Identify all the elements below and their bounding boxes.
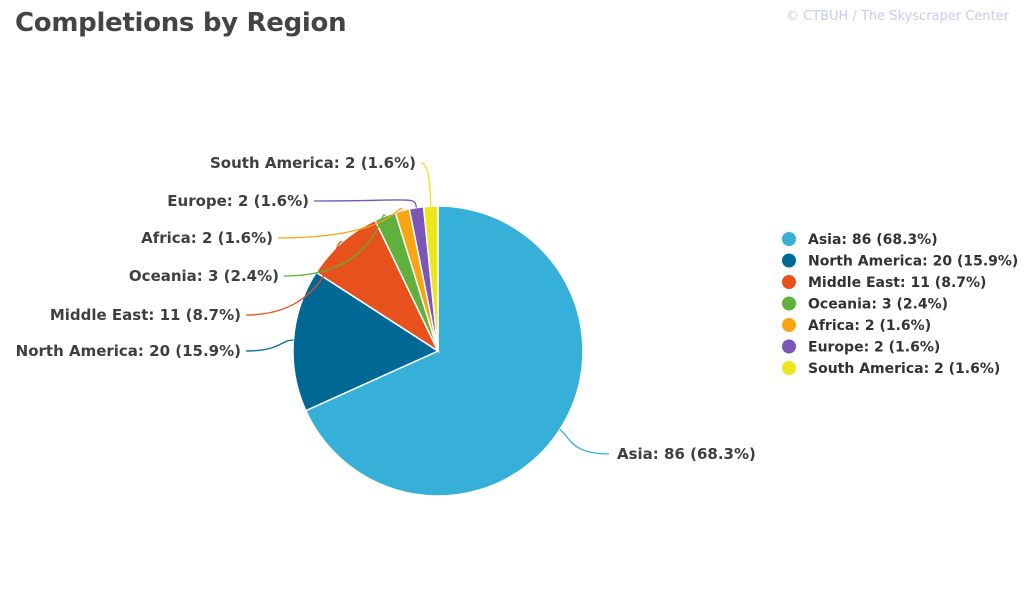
legend-item-asia[interactable]: Asia: 86 (68.3%): [808, 232, 938, 248]
connector-south-america: [420, 162, 432, 207]
data-label-europe: Europe: 2 (1.6%): [167, 192, 309, 210]
label-connectors: [245, 162, 610, 455]
data-label-africa: Africa: 2 (1.6%): [141, 229, 273, 247]
legend-marker-south-america[interactable]: [782, 361, 796, 375]
data-label-middle-east: Middle East: 11 (8.7%): [50, 306, 241, 324]
legend-item-oceania[interactable]: Oceania: 3 (2.4%): [808, 297, 948, 313]
pie-slices: [292, 205, 584, 497]
connector-north-america: [245, 339, 294, 352]
legend-marker-europe[interactable]: [782, 339, 796, 354]
legend-marker-middle-east[interactable]: [782, 275, 796, 289]
chart-credit[interactable]: © CTBUH / The Skyscraper Center: [785, 9, 1009, 24]
connector-africa: [277, 207, 403, 239]
legend-marker-africa[interactable]: [782, 318, 796, 332]
connector-asia: [559, 429, 610, 455]
data-labels: Asia: 86 (68.3%) North America: 20 (15.9%…: [16, 154, 756, 463]
legend-marker-north-america[interactable]: [782, 253, 796, 268]
legend-item-africa[interactable]: Africa: 2 (1.6%): [808, 318, 931, 334]
chart-title: Completions by Region: [15, 8, 347, 38]
data-label-oceania: Oceania: 3 (2.4%): [129, 267, 279, 285]
data-label-asia: Asia: 86 (68.3%): [617, 445, 756, 463]
legend-marker-asia[interactable]: [782, 232, 796, 246]
data-label-north-america: North America: 20 (15.9%): [16, 342, 241, 360]
data-label-south-america: South America: 2 (1.6%): [210, 154, 416, 172]
legend-item-north-america[interactable]: North America: 20 (15.9%): [808, 254, 1018, 270]
pie-slice-north-america[interactable]: [292, 271, 440, 412]
connector-oceania: [283, 214, 386, 277]
connector-europe: [313, 199, 418, 208]
legend-marker-oceania[interactable]: [782, 296, 796, 311]
legend-item-europe[interactable]: Europe: 2 (1.6%): [808, 340, 940, 356]
legend: Asia: 86 (68.3%) North America: 20 (15.9%…: [782, 232, 1018, 377]
pie-slice-asia[interactable]: [304, 205, 584, 497]
connector-middle-east: [245, 241, 343, 316]
legend-item-south-america[interactable]: South America: 2 (1.6%): [808, 361, 1000, 377]
legend-item-middle-east[interactable]: Middle East: 11 (8.7%): [808, 275, 986, 291]
